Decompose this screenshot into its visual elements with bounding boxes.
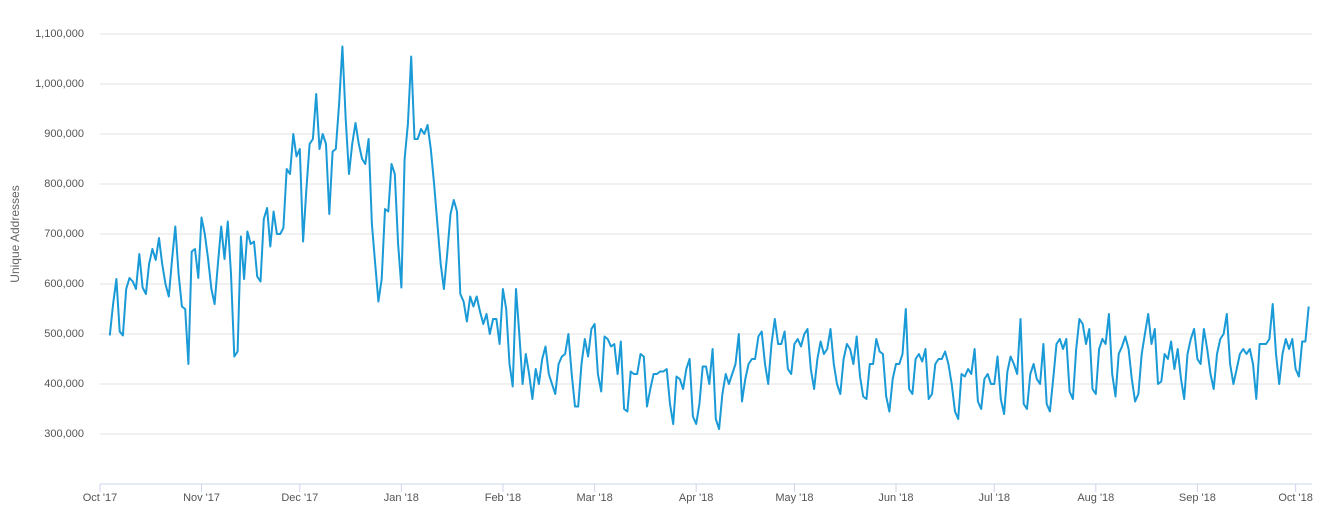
y-tick-label: 700,000 — [44, 228, 84, 240]
x-tick-label: Aug '18 — [1077, 492, 1114, 504]
x-tick-label: Oct '18 — [1278, 492, 1313, 504]
y-axis-label: Unique Addresses — [8, 185, 22, 282]
x-tick-label: Oct '17 — [83, 492, 118, 504]
y-tick-label: 900,000 — [44, 128, 84, 140]
y-tick-label: 500,000 — [44, 328, 84, 340]
x-tick-label: Dec '17 — [281, 492, 318, 504]
x-tick-label: Jan '18 — [384, 492, 419, 504]
x-tick-label: Jul '18 — [979, 492, 1010, 504]
y-tick-label: 800,000 — [44, 178, 84, 190]
x-tick-label: Mar '18 — [576, 492, 612, 504]
x-tick-label: Sep '18 — [1179, 492, 1216, 504]
y-tick-label: 1,100,000 — [35, 28, 84, 40]
y-tick-label: 300,000 — [44, 428, 84, 440]
x-tick-label: Feb '18 — [485, 492, 521, 504]
x-tick-label: May '18 — [775, 492, 813, 504]
x-tick-label: Nov '17 — [183, 492, 220, 504]
x-tick-label: Apr '18 — [679, 492, 714, 504]
data-line — [108, 45, 1310, 430]
y-tick-label: 1,000,000 — [35, 78, 84, 90]
y-tick-label: 400,000 — [44, 378, 84, 390]
y-tick-label: 600,000 — [44, 278, 84, 290]
x-tick-label: Jun '18 — [878, 492, 913, 504]
